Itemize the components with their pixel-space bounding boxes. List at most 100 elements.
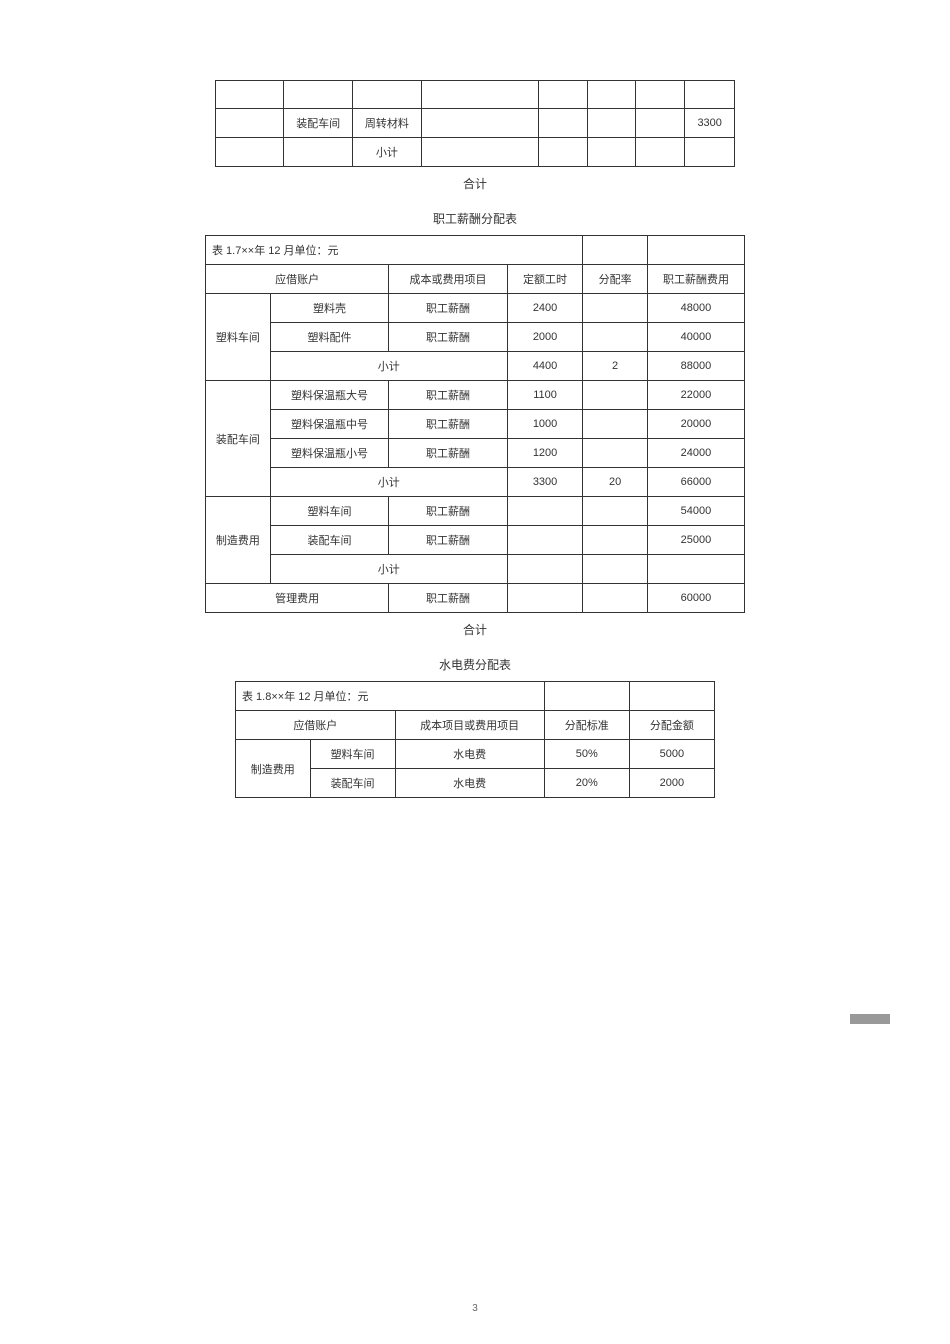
t3-ws0: 塑料车间 [310, 740, 395, 769]
t2-item0: 职工薪酬 [389, 294, 508, 323]
table-row: 管理费用 职工薪酬 60000 [206, 584, 745, 613]
t2-amt5: 24000 [647, 439, 744, 468]
table1-fragment: 装配车间 周转材料 3300 小计 [215, 80, 735, 167]
t2-amt7: 54000 [647, 497, 744, 526]
t2-dept3: 装配车间 [206, 381, 271, 497]
t2-amt10: 60000 [647, 584, 744, 613]
t2-prod5: 塑料保温瓶小号 [270, 439, 389, 468]
t2-rate4 [583, 410, 648, 439]
t2-item1: 职工薪酬 [389, 323, 508, 352]
t2-hours4: 1000 [507, 410, 582, 439]
t2-rate1 [583, 323, 648, 352]
table-row: 塑料保温瓶中号 职工薪酬 1000 20000 [206, 410, 745, 439]
gray-bar-decoration [850, 1014, 890, 1024]
t2-hours9 [507, 555, 582, 584]
t2-amt6: 66000 [647, 468, 744, 497]
t2-amt8: 25000 [647, 526, 744, 555]
t3-dept0: 制造费用 [236, 740, 311, 798]
table2-subtitle-row: 表 1.7××年 12 月单位：元 [206, 236, 745, 265]
table3-h4: 分配金额 [629, 711, 714, 740]
table2-title: 职工薪酬分配表 [100, 210, 850, 227]
table-row: 小计 4400 2 88000 [206, 352, 745, 381]
t2-rate6: 20 [583, 468, 648, 497]
table-row: 制造费用 塑料车间 职工薪酬 54000 [206, 497, 745, 526]
table3-subtitle-row: 表 1.8××年 12 月单位：元 [236, 682, 715, 711]
t2-prod8: 装配车间 [270, 526, 389, 555]
t2-item10: 职工薪酬 [389, 584, 508, 613]
table-row: 装配车间 职工薪酬 25000 [206, 526, 745, 555]
table3-h2: 成本项目或费用项目 [395, 711, 544, 740]
t2-dept10: 管理费用 [206, 584, 389, 613]
t2-amt1: 40000 [647, 323, 744, 352]
table1-material: 周转材料 [353, 109, 422, 138]
table1-subtotal-label: 小计 [353, 138, 422, 167]
table3-header-row: 应借账户 成本项目或费用项目 分配标准 分配金额 [236, 711, 715, 740]
table2-h4: 分配率 [583, 265, 648, 294]
table1-dept: 装配车间 [284, 109, 353, 138]
t3-item0: 水电费 [395, 740, 544, 769]
table1-total-label: 合计 [100, 175, 850, 192]
t2-prod6: 小计 [270, 468, 507, 497]
t2-rate10 [583, 584, 648, 613]
t2-rate0 [583, 294, 648, 323]
t2-hours2: 4400 [507, 352, 582, 381]
t3-amt1: 2000 [629, 769, 714, 798]
t2-rate2: 2 [583, 352, 648, 381]
t2-hours5: 1200 [507, 439, 582, 468]
t2-amt2: 88000 [647, 352, 744, 381]
t3-std0: 50% [544, 740, 629, 769]
table2-h5: 职工薪酬费用 [647, 265, 744, 294]
table2-h1: 应借账户 [206, 265, 389, 294]
table2-subtitle: 表 1.7××年 12 月单位：元 [206, 236, 508, 265]
t2-item3: 职工薪酬 [389, 381, 508, 410]
t2-rate3 [583, 381, 648, 410]
t2-prod7: 塑料车间 [270, 497, 389, 526]
table1-amount: 3300 [685, 109, 735, 138]
table1-blank-row [216, 81, 735, 109]
t2-amt3: 22000 [647, 381, 744, 410]
t2-hours6: 3300 [507, 468, 582, 497]
t3-std1: 20% [544, 769, 629, 798]
t3-ws1: 装配车间 [310, 769, 395, 798]
table3-subtitle: 表 1.8××年 12 月单位：元 [236, 682, 396, 711]
table2-h2: 成本或费用项目 [389, 265, 508, 294]
table3-h3: 分配标准 [544, 711, 629, 740]
page-number: 3 [472, 1303, 478, 1314]
t2-item8: 职工薪酬 [389, 526, 508, 555]
t2-item7: 职工薪酬 [389, 497, 508, 526]
t2-amt0: 48000 [647, 294, 744, 323]
t2-hours0: 2400 [507, 294, 582, 323]
table-row: 制造费用 塑料车间 水电费 50% 5000 [236, 740, 715, 769]
t2-prod1: 塑料配件 [270, 323, 389, 352]
t3-amt0: 5000 [629, 740, 714, 769]
t2-item4: 职工薪酬 [389, 410, 508, 439]
t2-hours1: 2000 [507, 323, 582, 352]
table-row: 小计 [206, 555, 745, 584]
t2-prod3: 塑料保温瓶大号 [270, 381, 389, 410]
t2-prod4: 塑料保温瓶中号 [270, 410, 389, 439]
t2-hours7 [507, 497, 582, 526]
t2-hours8 [507, 526, 582, 555]
table1-row-assembly: 装配车间 周转材料 3300 [216, 109, 735, 138]
t2-rate7 [583, 497, 648, 526]
table3-title: 水电费分配表 [100, 656, 850, 673]
t2-prod2: 小计 [270, 352, 507, 381]
t2-prod9: 小计 [270, 555, 507, 584]
table2-salary: 表 1.7××年 12 月单位：元 应借账户 成本或费用项目 定额工时 分配率 … [205, 235, 745, 613]
table1-subtotal-row: 小计 [216, 138, 735, 167]
table-row: 装配车间 塑料保温瓶大号 职工薪酬 1100 22000 [206, 381, 745, 410]
t2-rate8 [583, 526, 648, 555]
t2-hours3: 1100 [507, 381, 582, 410]
t2-amt9 [647, 555, 744, 584]
table3-utility: 表 1.8××年 12 月单位：元 应借账户 成本项目或费用项目 分配标准 分配… [235, 681, 715, 798]
t2-dept7: 制造费用 [206, 497, 271, 584]
t3-item1: 水电费 [395, 769, 544, 798]
table2-header-row: 应借账户 成本或费用项目 定额工时 分配率 职工薪酬费用 [206, 265, 745, 294]
t2-rate9 [583, 555, 648, 584]
table-row: 塑料车间 塑料壳 职工薪酬 2400 48000 [206, 294, 745, 323]
table3-h1: 应借账户 [236, 711, 396, 740]
t2-amt4: 20000 [647, 410, 744, 439]
table2-total-label: 合计 [100, 621, 850, 638]
table-row: 塑料配件 职工薪酬 2000 40000 [206, 323, 745, 352]
t2-item5: 职工薪酬 [389, 439, 508, 468]
